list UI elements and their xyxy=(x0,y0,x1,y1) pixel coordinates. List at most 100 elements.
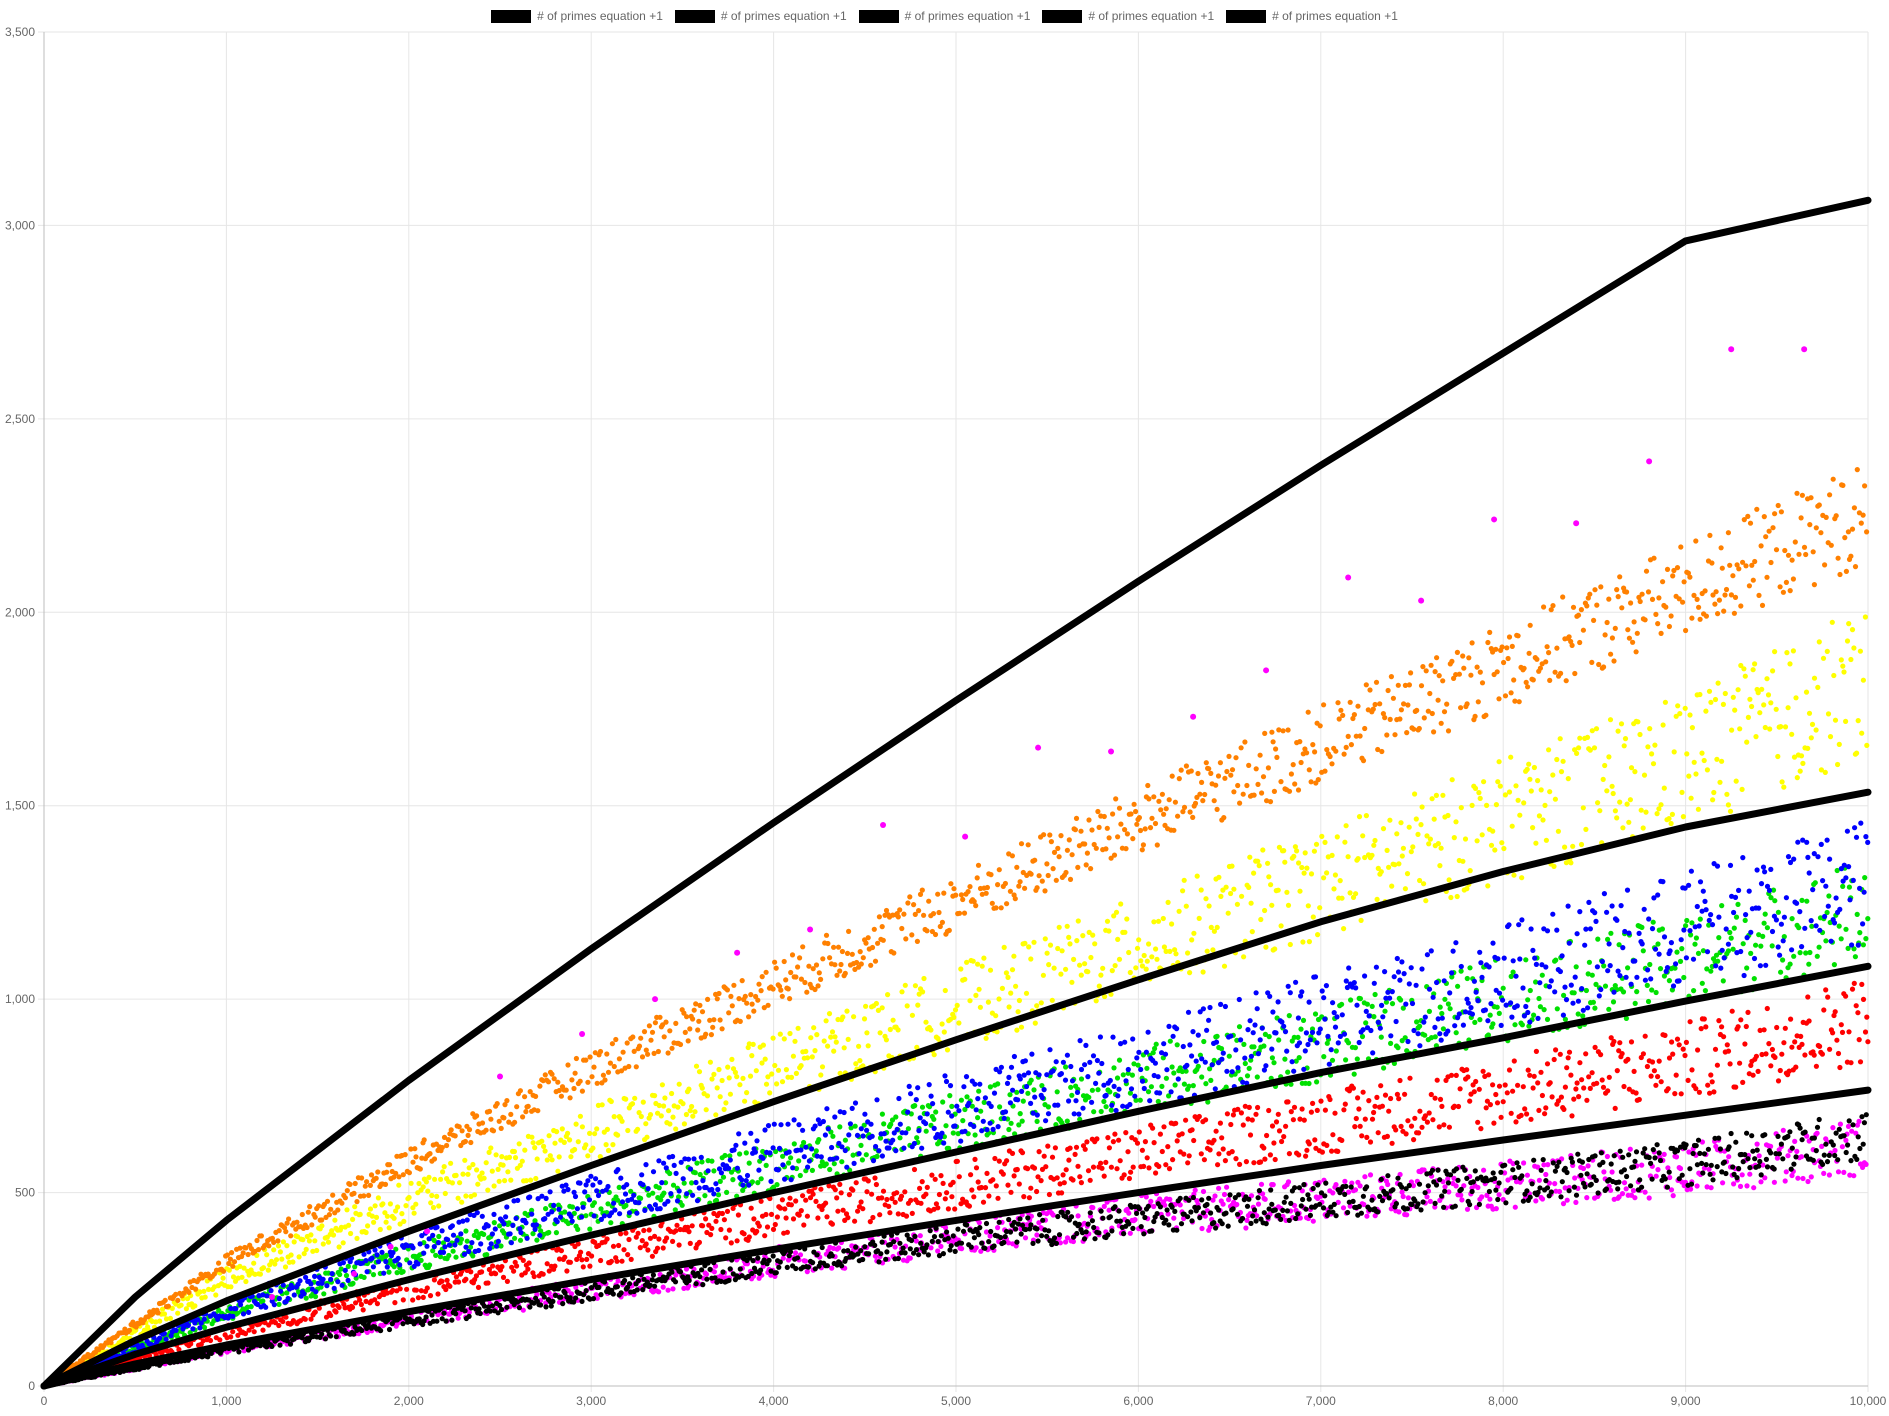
data-point xyxy=(217,1337,223,1343)
data-point xyxy=(1535,1080,1541,1086)
data-point xyxy=(977,1225,983,1231)
data-point xyxy=(1014,1166,1020,1173)
data-point xyxy=(1371,1014,1377,1020)
data-point xyxy=(616,1184,622,1190)
data-point xyxy=(656,1185,662,1191)
data-point xyxy=(800,1193,806,1199)
data-point xyxy=(1013,1226,1019,1232)
data-point xyxy=(558,1294,564,1300)
data-point xyxy=(1073,1144,1080,1150)
data-point xyxy=(1322,1107,1328,1113)
data-point xyxy=(1261,1145,1267,1151)
data-point xyxy=(1437,1096,1444,1102)
data-point xyxy=(417,1241,423,1247)
data-point xyxy=(1258,1159,1264,1165)
data-point xyxy=(430,1232,436,1238)
legend-item-1[interactable]: # of primes equation +1 xyxy=(491,9,663,23)
data-point xyxy=(384,1264,390,1270)
data-point xyxy=(696,1239,703,1245)
data-point xyxy=(278,1288,284,1294)
data-point xyxy=(762,1233,768,1239)
data-point xyxy=(1700,1170,1706,1176)
data-point xyxy=(862,1111,868,1117)
data-point xyxy=(598,1257,604,1264)
data-point xyxy=(1238,1110,1244,1116)
data-point xyxy=(1248,1193,1255,1199)
data-point xyxy=(1116,1208,1122,1214)
data-point xyxy=(1319,1149,1325,1155)
data-point xyxy=(872,1242,878,1248)
data-point xyxy=(748,1130,754,1136)
data-point xyxy=(1296,1152,1302,1158)
data-point xyxy=(291,1292,297,1298)
data-point xyxy=(1398,997,1404,1003)
data-point xyxy=(1814,1124,1821,1130)
data-point xyxy=(1267,1152,1273,1158)
data-point xyxy=(1585,1163,1591,1169)
data-point xyxy=(504,1204,510,1210)
data-point xyxy=(1825,994,1831,1000)
data-point xyxy=(342,1267,348,1273)
data-point xyxy=(1793,1154,1799,1160)
data-point xyxy=(1775,1133,1781,1139)
data-point xyxy=(1592,1005,1598,1011)
legend-item-3[interactable]: # of primes equation +1 xyxy=(858,9,1030,23)
data-point xyxy=(964,1094,970,1100)
data-point xyxy=(1666,1169,1672,1175)
data-point xyxy=(727,1266,733,1272)
data-point xyxy=(1448,1072,1455,1078)
data-point xyxy=(1771,1166,1777,1172)
data-point xyxy=(1592,1044,1598,1050)
legend-item-4[interactable]: # of primes equation +1 xyxy=(1042,9,1214,23)
data-point xyxy=(1208,1210,1214,1216)
data-point xyxy=(1536,1177,1542,1183)
data-point xyxy=(1007,1092,1013,1098)
data-point xyxy=(1087,1177,1093,1183)
data-point xyxy=(345,1277,351,1283)
legend-item-5[interactable]: # of primes equation +1 xyxy=(1226,9,1398,23)
data-point xyxy=(1748,950,1754,957)
data-point xyxy=(950,1179,956,1185)
data-point xyxy=(850,1152,856,1158)
data-point xyxy=(364,1329,370,1335)
data-point xyxy=(1579,1159,1585,1165)
data-point xyxy=(1046,1191,1052,1198)
data-point xyxy=(1579,1077,1585,1083)
data-point xyxy=(260,1327,266,1333)
data-point xyxy=(1216,1207,1222,1213)
data-point xyxy=(392,1300,398,1306)
data-point xyxy=(1802,1052,1808,1058)
data-point xyxy=(893,1114,899,1120)
legend-item-2[interactable]: # of primes equation +1 xyxy=(674,9,847,23)
data-point xyxy=(1372,1213,1378,1219)
data-point xyxy=(1128,1169,1134,1175)
data-point xyxy=(558,1248,565,1254)
data-point xyxy=(1661,1151,1667,1157)
data-point xyxy=(1731,1181,1737,1187)
data-point xyxy=(498,1306,505,1313)
data-point xyxy=(777,1259,783,1265)
data-point xyxy=(952,1248,958,1254)
data-point xyxy=(1795,1175,1801,1181)
data-point xyxy=(1034,1232,1040,1238)
data-point xyxy=(1826,1152,1832,1158)
data-point xyxy=(1487,1012,1493,1018)
data-point xyxy=(1519,1022,1525,1028)
data-point xyxy=(1261,1043,1267,1049)
data-point xyxy=(1639,924,1645,931)
data-point xyxy=(1720,978,1726,984)
data-point xyxy=(443,1318,449,1324)
data-point xyxy=(1580,1013,1586,1019)
data-point xyxy=(681,1180,687,1186)
data-point xyxy=(427,1293,434,1299)
data-point xyxy=(1049,1154,1056,1160)
data-point xyxy=(1843,993,1849,999)
data-point xyxy=(760,1155,766,1161)
data-point xyxy=(434,1318,440,1324)
data-point xyxy=(1356,1203,1362,1210)
data-point xyxy=(1303,1153,1309,1159)
data-point xyxy=(1197,1215,1203,1221)
data-point xyxy=(1544,1016,1551,1023)
data-point xyxy=(1320,1205,1327,1211)
data-point xyxy=(1689,920,1695,926)
